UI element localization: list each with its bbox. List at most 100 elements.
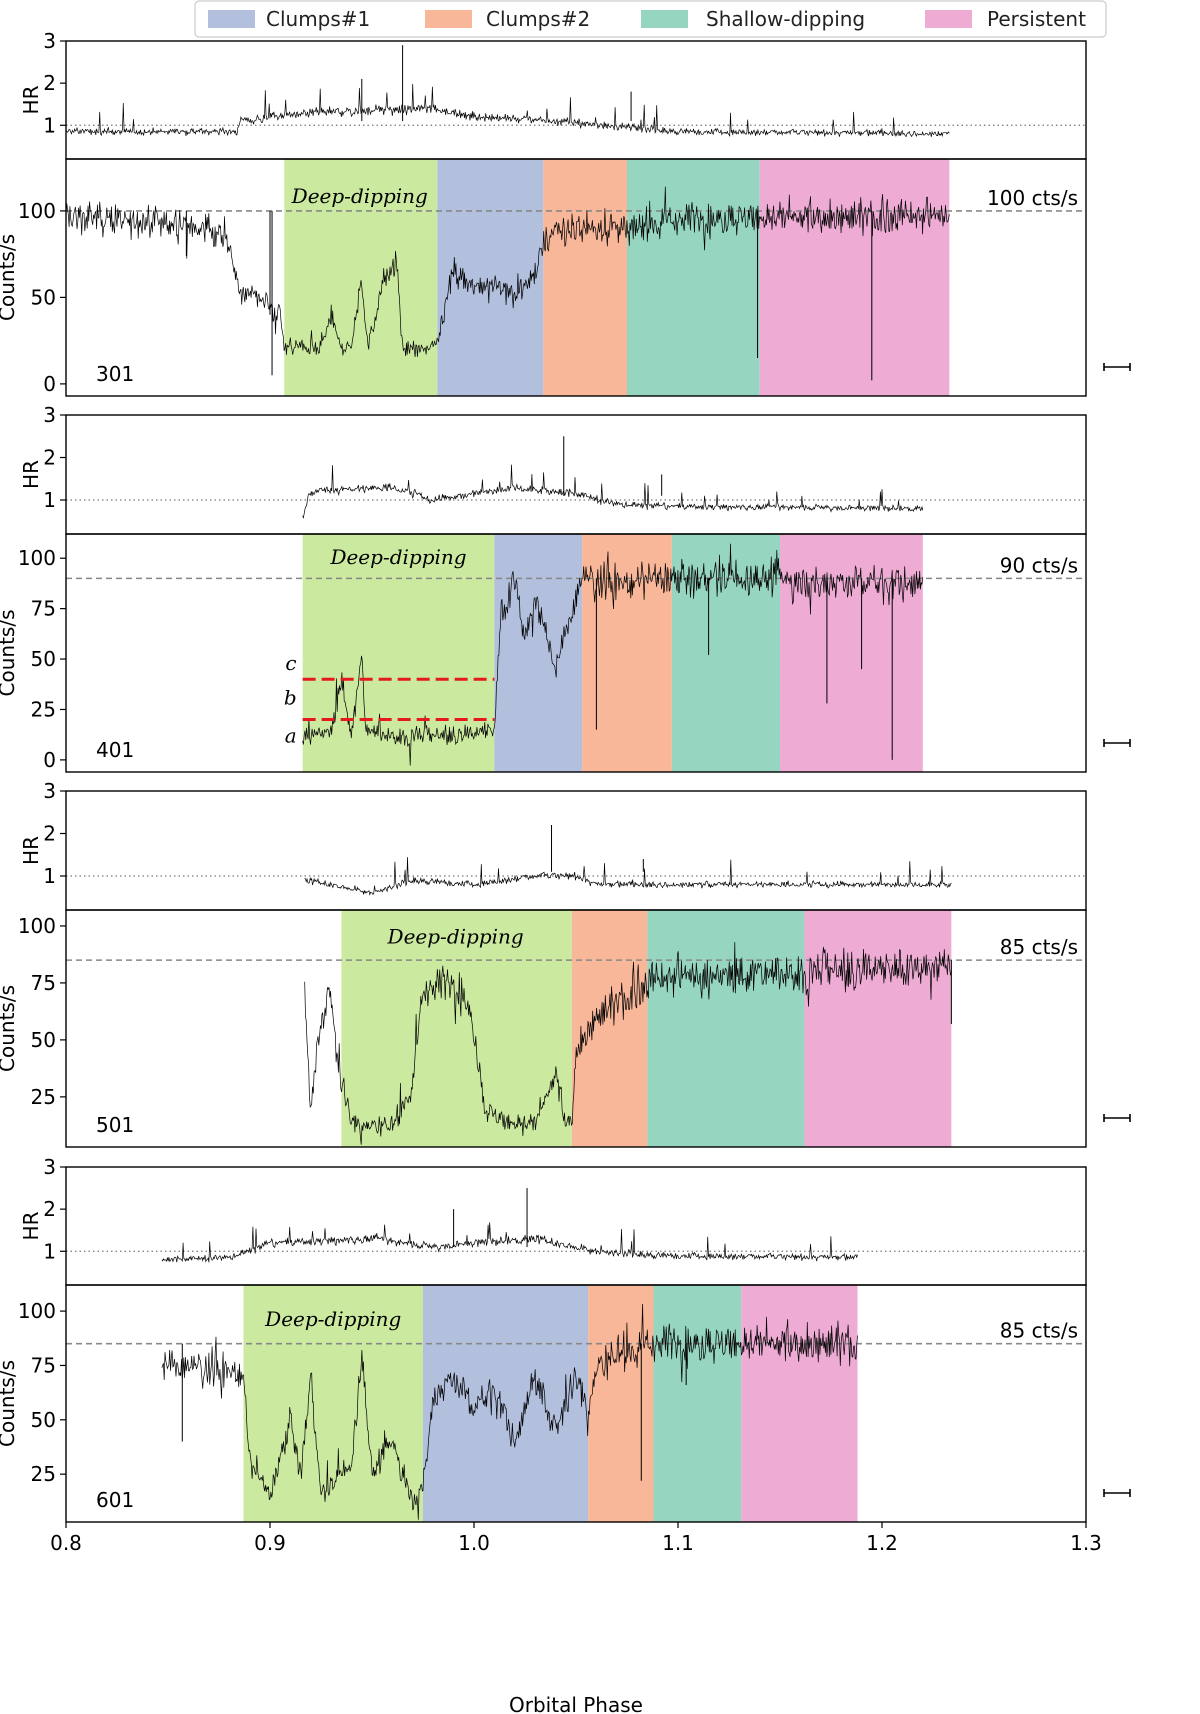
x-axis-label: Orbital Phase [509, 1693, 643, 1714]
counts-axis-label: Counts/s [0, 1360, 19, 1447]
observation-id-label: 401 [96, 738, 134, 762]
observation-id-label: 301 [96, 362, 134, 386]
counts-tick-label: 100 [18, 914, 56, 938]
legend: Clumps#1 Clumps#2 Shallow-dipping Persis… [194, 0, 1107, 38]
legend-swatch-clumps2 [425, 10, 472, 28]
observation-id-label: 601 [96, 1488, 134, 1512]
counts-tick-label: 50 [31, 1028, 56, 1052]
counts-axis-label: Counts/s [0, 610, 19, 697]
region-deep [243, 1285, 423, 1522]
region-clumps2 [582, 534, 672, 772]
hr-tick-label: 1 [43, 864, 56, 888]
light-curve-501 [304, 942, 952, 1145]
region-persistent [759, 159, 950, 396]
deep-dipping-label: Deep-dipping [329, 545, 466, 569]
hr-axis-label: HR [19, 460, 43, 489]
legend-label-shallow: Shallow-dipping [706, 7, 865, 31]
counts-tick-label: 75 [31, 1353, 56, 1377]
hr-tick-label: 2 [43, 1197, 56, 1221]
hr-tick-label: 2 [43, 71, 56, 95]
level-label-b: b [284, 685, 297, 709]
hr-panel-frame [65, 414, 1087, 535]
counts-panel-frame [65, 158, 1087, 397]
counts-tick-label: 0 [43, 372, 56, 396]
legend-swatch-shallow [641, 10, 688, 28]
counts-tick-label: 25 [31, 1462, 56, 1486]
hr-tick-label: 1 [43, 113, 56, 137]
x-tick-label: 1.2 [866, 1531, 898, 1555]
reference-value-label: 85 cts/s [1000, 935, 1078, 959]
x-tick-label: 0.9 [254, 1531, 286, 1555]
light-curve-601 [161, 1303, 858, 1520]
region-deep [302, 534, 495, 772]
hr-curve-601 [161, 1222, 858, 1263]
counts-tick-label: 50 [31, 285, 56, 309]
light-curve-401 [302, 543, 924, 766]
hr-curve-401 [302, 464, 924, 519]
region-deep [284, 159, 438, 396]
observation-id-label: 501 [96, 1113, 134, 1137]
hr-curve-501 [304, 857, 952, 896]
counts-panel-frame [65, 1284, 1087, 1523]
error-bar [1103, 739, 1131, 747]
hr-panel-frame [65, 40, 1087, 160]
counts-axis-label: Counts/s [0, 985, 19, 1072]
x-axis: 0.8 0.9 1.0 1.1 1.2 1.3 Orbital Phase [50, 1522, 1102, 1714]
level-label-a: a [285, 724, 297, 748]
counts-tick-label: 75 [31, 971, 56, 995]
hr-tick-label: 1 [43, 1239, 56, 1263]
region-shallow [647, 910, 805, 1147]
regions-401 [302, 534, 923, 772]
hr-tick-label: 2 [43, 822, 56, 846]
panels: 1 2 3 HR 0 50 100 Counts/s Deep-dipping 100 cts/s… [0, 29, 1131, 1523]
region-deep [341, 910, 572, 1147]
x-tick-label: 1.3 [1070, 1531, 1102, 1555]
error-bar [1103, 1114, 1131, 1122]
counts-tick-label: 100 [18, 1299, 56, 1323]
observation-301: 1 2 3 HR 0 50 100 Counts/s Deep-dipping 100 cts/s… [0, 29, 1131, 397]
hr-axis-label: HR [19, 85, 43, 114]
reference-value-label: 85 cts/s [1000, 1319, 1078, 1343]
error-bar [1103, 1489, 1131, 1497]
regions-601 [243, 1285, 858, 1522]
light-curve-301 [65, 186, 950, 358]
region-shallow [653, 1285, 742, 1522]
legend-swatch-clumps1 [208, 10, 255, 28]
hr-tick-label: 3 [43, 403, 56, 427]
hr-curve-301 [65, 83, 950, 138]
counts-tick-label: 25 [31, 697, 56, 721]
counts-panel-frame [65, 533, 1087, 773]
x-tick-label: 1.1 [662, 1531, 694, 1555]
legend-swatch-persistent [925, 10, 972, 28]
hr-tick-label: 3 [43, 29, 56, 53]
hr-panel-frame [65, 790, 1087, 911]
counts-tick-label: 50 [31, 1408, 56, 1432]
hr-tick-label: 3 [43, 1155, 56, 1179]
region-persistent [780, 534, 923, 772]
deep-dipping-label: Deep-dipping [291, 184, 428, 208]
region-clumps1 [423, 1285, 589, 1522]
hr-axis-label: HR [19, 1211, 43, 1240]
counts-tick-label: 100 [18, 199, 56, 223]
region-persistent [804, 910, 952, 1147]
region-clumps2 [588, 1285, 654, 1522]
legend-label-persistent: Persistent [987, 7, 1086, 31]
regions-301 [284, 159, 950, 396]
error-bar [1103, 363, 1131, 371]
legend-label-clumps2: Clumps#2 [486, 7, 590, 31]
deep-dipping-label: Deep-dipping [264, 1307, 401, 1331]
observation-601: 1 2 3 HR 25 50 75 100 Counts/s Deep-dipping 85 cts… [0, 1155, 1131, 1523]
region-clumps1 [494, 534, 583, 772]
reference-value-label: 90 cts/s [1000, 553, 1078, 577]
x-tick-label: 1.0 [458, 1531, 490, 1555]
counts-axis-label: Counts/s [0, 234, 19, 321]
region-clumps1 [437, 159, 544, 396]
region-clumps2 [571, 910, 648, 1147]
regions-501 [341, 910, 952, 1147]
observation-401: 1 2 3 HR 0 25 50 75 100 Counts/s cba Deep-dipping 90… [0, 403, 1131, 773]
reference-value-label: 100 cts/s [987, 186, 1078, 210]
hr-tick-label: 1 [43, 488, 56, 512]
counts-panel-frame [65, 909, 1087, 1148]
counts-tick-label: 75 [31, 597, 56, 621]
